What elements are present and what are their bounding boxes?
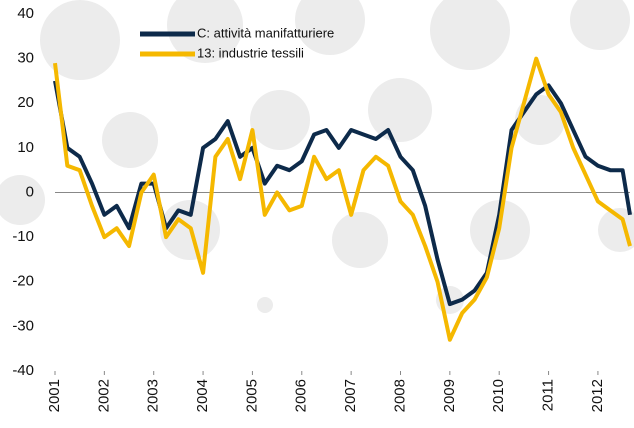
y-tick-label: 10 <box>17 139 34 156</box>
y-tick-label: 0 <box>26 183 34 200</box>
x-tick-label: 2011 <box>540 379 557 411</box>
x-tick-label: 2008 <box>391 379 408 412</box>
x-tick-label: 2005 <box>243 379 260 412</box>
y-tick-label: -10 <box>12 228 34 245</box>
x-tick-label: 2010 <box>490 379 507 412</box>
background-decoration <box>0 0 634 314</box>
x-tick-label: 2004 <box>194 379 211 412</box>
y-tick-label: -30 <box>12 317 34 334</box>
legend-label: C: attività manifatturiere <box>197 25 334 40</box>
y-tick-label: 20 <box>17 94 34 111</box>
x-tick-label: 2002 <box>95 379 112 412</box>
series-line <box>53 80 632 307</box>
y-tick-label: -20 <box>12 273 34 290</box>
x-tick-label: 2006 <box>293 379 310 412</box>
x-tick-label: 2007 <box>342 379 359 412</box>
x-tick-label: 2009 <box>441 379 458 412</box>
x-tick-label: 2001 <box>46 379 63 412</box>
legend-label: 13: industrie tessili <box>197 45 304 60</box>
y-tick-label: 30 <box>17 50 34 67</box>
x-tick-label: 2003 <box>145 379 162 412</box>
y-tick-label: 40 <box>17 5 34 22</box>
x-tick-label: 2012 <box>589 379 606 412</box>
series-line <box>53 56 632 342</box>
y-tick-label: -40 <box>12 362 34 379</box>
